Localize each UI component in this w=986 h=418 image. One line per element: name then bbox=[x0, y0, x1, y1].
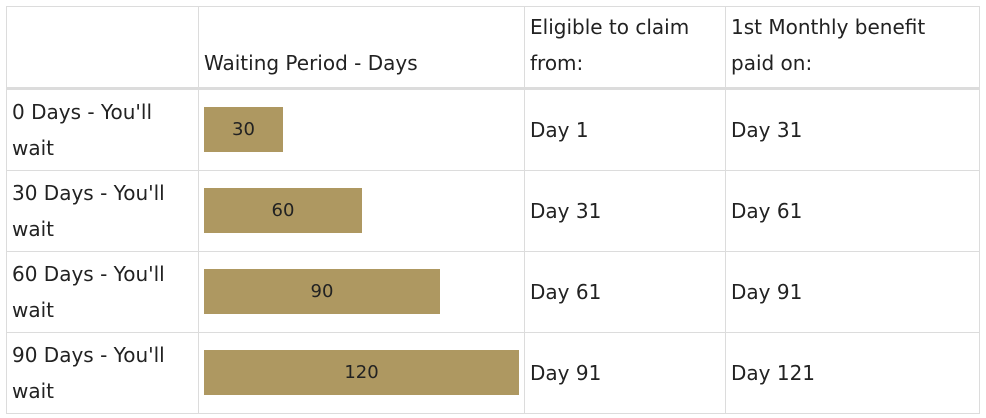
waiting-period-bar: 60 bbox=[204, 188, 362, 233]
first-paid-cell: Day 61 bbox=[726, 171, 980, 252]
row-label: 30 Days - You'll wait bbox=[12, 181, 165, 241]
row-label-cell: 90 Days - You'll wait bbox=[6, 333, 199, 414]
first-paid-value: Day 61 bbox=[731, 199, 803, 223]
first-paid-cell: Day 121 bbox=[726, 333, 980, 414]
eligible-value: Day 61 bbox=[530, 280, 602, 304]
bar-cell: 90 bbox=[199, 252, 525, 333]
eligible-cell: Day 91 bbox=[525, 333, 726, 414]
waiting-period-table: Waiting Period - Days Eligible to claim … bbox=[6, 6, 980, 414]
row-label-cell: 30 Days - You'll wait bbox=[6, 171, 199, 252]
bar-label: 120 bbox=[344, 362, 379, 383]
bar-cell: 60 bbox=[199, 171, 525, 252]
first-paid-cell: Day 91 bbox=[726, 252, 980, 333]
header-label-waiting-period: Waiting Period - Days bbox=[204, 51, 418, 75]
first-paid-value: Day 91 bbox=[731, 280, 803, 304]
row-label: 90 Days - You'll wait bbox=[12, 343, 165, 403]
header-label-eligible: Eligible to claim from: bbox=[530, 15, 690, 75]
header-cell-eligible: Eligible to claim from: bbox=[525, 6, 726, 90]
eligible-cell: Day 31 bbox=[525, 171, 726, 252]
eligible-value: Day 31 bbox=[530, 199, 602, 223]
row-label-cell: 0 Days - You'll wait bbox=[6, 90, 199, 171]
waiting-period-bar: 30 bbox=[204, 107, 283, 152]
bar-cell: 120 bbox=[199, 333, 525, 414]
header-cell-waiting-period: Waiting Period - Days bbox=[199, 6, 525, 90]
row-label: 60 Days - You'll wait bbox=[12, 262, 165, 322]
first-paid-value: Day 121 bbox=[731, 361, 816, 385]
waiting-period-bar: 90 bbox=[204, 269, 440, 314]
waiting-period-bar: 120 bbox=[204, 350, 519, 395]
bar-label: 90 bbox=[310, 281, 334, 302]
eligible-value: Day 91 bbox=[530, 361, 602, 385]
first-paid-cell: Day 31 bbox=[726, 90, 980, 171]
header-label-first-paid: 1st Monthly benefit paid on: bbox=[731, 15, 926, 75]
eligible-value: Day 1 bbox=[530, 118, 589, 142]
row-label-cell: 60 Days - You'll wait bbox=[6, 252, 199, 333]
header-cell-first-paid: 1st Monthly benefit paid on: bbox=[726, 6, 980, 90]
eligible-cell: Day 1 bbox=[525, 90, 726, 171]
row-label: 0 Days - You'll wait bbox=[12, 100, 153, 160]
eligible-cell: Day 61 bbox=[525, 252, 726, 333]
bar-label: 30 bbox=[232, 119, 255, 140]
bar-cell: 30 bbox=[199, 90, 525, 171]
first-paid-value: Day 31 bbox=[731, 118, 803, 142]
bar-label: 60 bbox=[271, 200, 295, 221]
header-cell-empty bbox=[6, 6, 199, 90]
